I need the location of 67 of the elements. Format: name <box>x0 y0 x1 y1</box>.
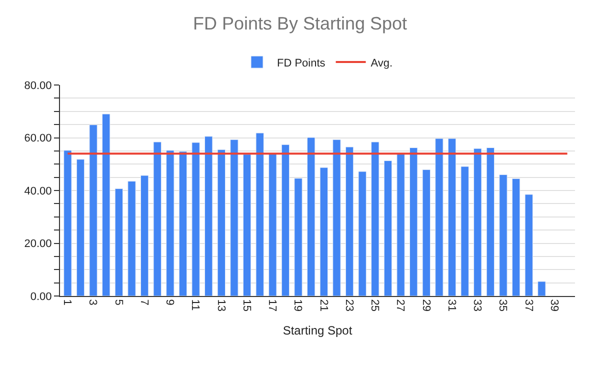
y-tick-label: 40.00 <box>24 185 52 198</box>
x-tick-label: 37 <box>522 299 534 312</box>
x-tick-label: 17 <box>266 299 278 312</box>
bar <box>499 174 508 296</box>
bar <box>89 124 98 296</box>
y-tick-label: 20.00 <box>24 238 52 250</box>
bar <box>307 137 316 296</box>
x-tick-label: 29 <box>420 299 432 312</box>
bar <box>256 132 264 296</box>
bar <box>114 188 124 296</box>
bar <box>538 281 546 296</box>
bar <box>102 114 110 296</box>
bar <box>358 171 366 296</box>
bar <box>153 142 162 296</box>
y-tick-label: 80.00 <box>24 80 52 92</box>
x-tick-label: 15 <box>240 299 252 312</box>
bar <box>409 148 418 296</box>
bar <box>166 150 174 296</box>
x-tick-label: 9 <box>164 299 176 306</box>
bar <box>384 160 392 296</box>
y-tick-label: 60.00 <box>24 132 52 145</box>
bar <box>178 151 188 296</box>
bar <box>64 150 72 296</box>
bar <box>524 194 533 296</box>
x-tick-label: 13 <box>214 299 227 312</box>
bar <box>281 144 290 296</box>
x-tick-label: 1 <box>61 299 74 306</box>
bar <box>128 181 136 296</box>
legend-label: Avg. <box>370 57 393 70</box>
bar <box>76 159 85 296</box>
bar <box>345 146 354 296</box>
bar <box>474 148 482 296</box>
x-tick-label: 25 <box>368 299 381 312</box>
x-tick-label: 7 <box>138 299 150 306</box>
x-axis-title: Starting Spot <box>282 323 353 338</box>
x-tick-label: 35 <box>496 299 509 312</box>
bar <box>371 142 380 296</box>
x-tick-label: 3 <box>86 299 99 306</box>
bar <box>512 178 520 296</box>
x-tick-label: 23 <box>342 299 355 312</box>
bar <box>448 138 456 296</box>
bar <box>320 167 328 296</box>
x-tick-label: 39 <box>548 299 560 312</box>
bar <box>192 142 200 296</box>
bar <box>396 152 405 296</box>
legend-label: FD Points <box>277 57 326 70</box>
bar <box>332 139 341 296</box>
bar <box>230 139 238 296</box>
bar <box>294 178 302 296</box>
chart-title: FD Points By Starting Spot <box>192 13 408 34</box>
bar <box>217 149 226 296</box>
bar <box>204 136 213 296</box>
bar <box>140 175 149 296</box>
x-tick-label: 33 <box>471 299 484 312</box>
x-tick-label: 21 <box>317 299 330 312</box>
x-tick-label: 31 <box>445 299 458 312</box>
bar <box>242 154 252 296</box>
x-tick-label: 11 <box>189 299 202 311</box>
bar <box>268 153 277 296</box>
x-tick-label: 5 <box>112 299 124 306</box>
bar <box>435 138 444 296</box>
bar <box>422 169 430 296</box>
text: 0.00 <box>30 290 52 303</box>
x-tick-label: 19 <box>292 299 304 312</box>
x-tick-label: 27 <box>394 299 406 312</box>
bar <box>460 166 469 296</box>
bar <box>486 148 495 296</box>
